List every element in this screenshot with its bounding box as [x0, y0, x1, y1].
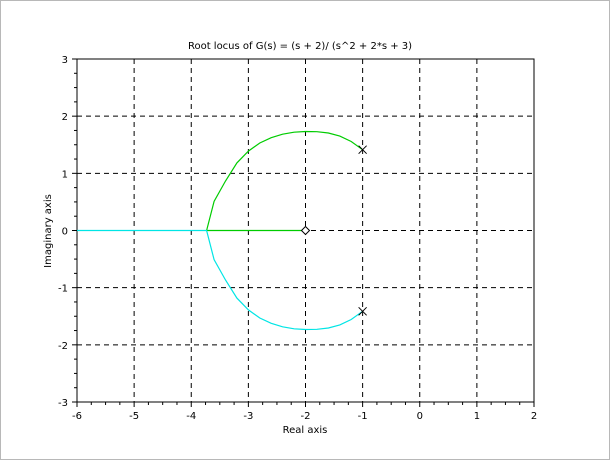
x-tick-label: -4	[186, 411, 196, 422]
pole-marker	[358, 145, 367, 155]
x-tick-label: -3	[243, 411, 253, 422]
pole-marker	[358, 306, 367, 316]
locus-branch	[77, 229, 363, 331]
y-tick-label: 2	[62, 112, 68, 123]
x-tick-label: -5	[129, 411, 139, 422]
y-tick-label: -2	[58, 341, 68, 352]
zero-marker	[300, 225, 311, 236]
x-tick-label: -6	[72, 411, 82, 422]
x-tick-label: -2	[301, 411, 311, 422]
y-axis-label: Imaginary axis	[43, 194, 54, 268]
y-tick-label: -1	[58, 284, 68, 295]
x-tick-label: 2	[531, 411, 537, 422]
x-tick-label: 0	[417, 411, 423, 422]
y-tick-label: 0	[62, 227, 68, 238]
x-tick-label: -1	[358, 411, 368, 422]
x-tick-label: 1	[474, 411, 480, 422]
locus-branch	[205, 130, 363, 232]
y-tick-label: 3	[62, 55, 68, 66]
y-tick-label: 1	[62, 169, 68, 180]
chart-title: Root locus of G(s) = (s + 2)/ (s^2 + 2*s…	[188, 41, 412, 52]
y-tick-label: -3	[58, 398, 68, 409]
x-axis-label: Real axis	[283, 425, 328, 436]
